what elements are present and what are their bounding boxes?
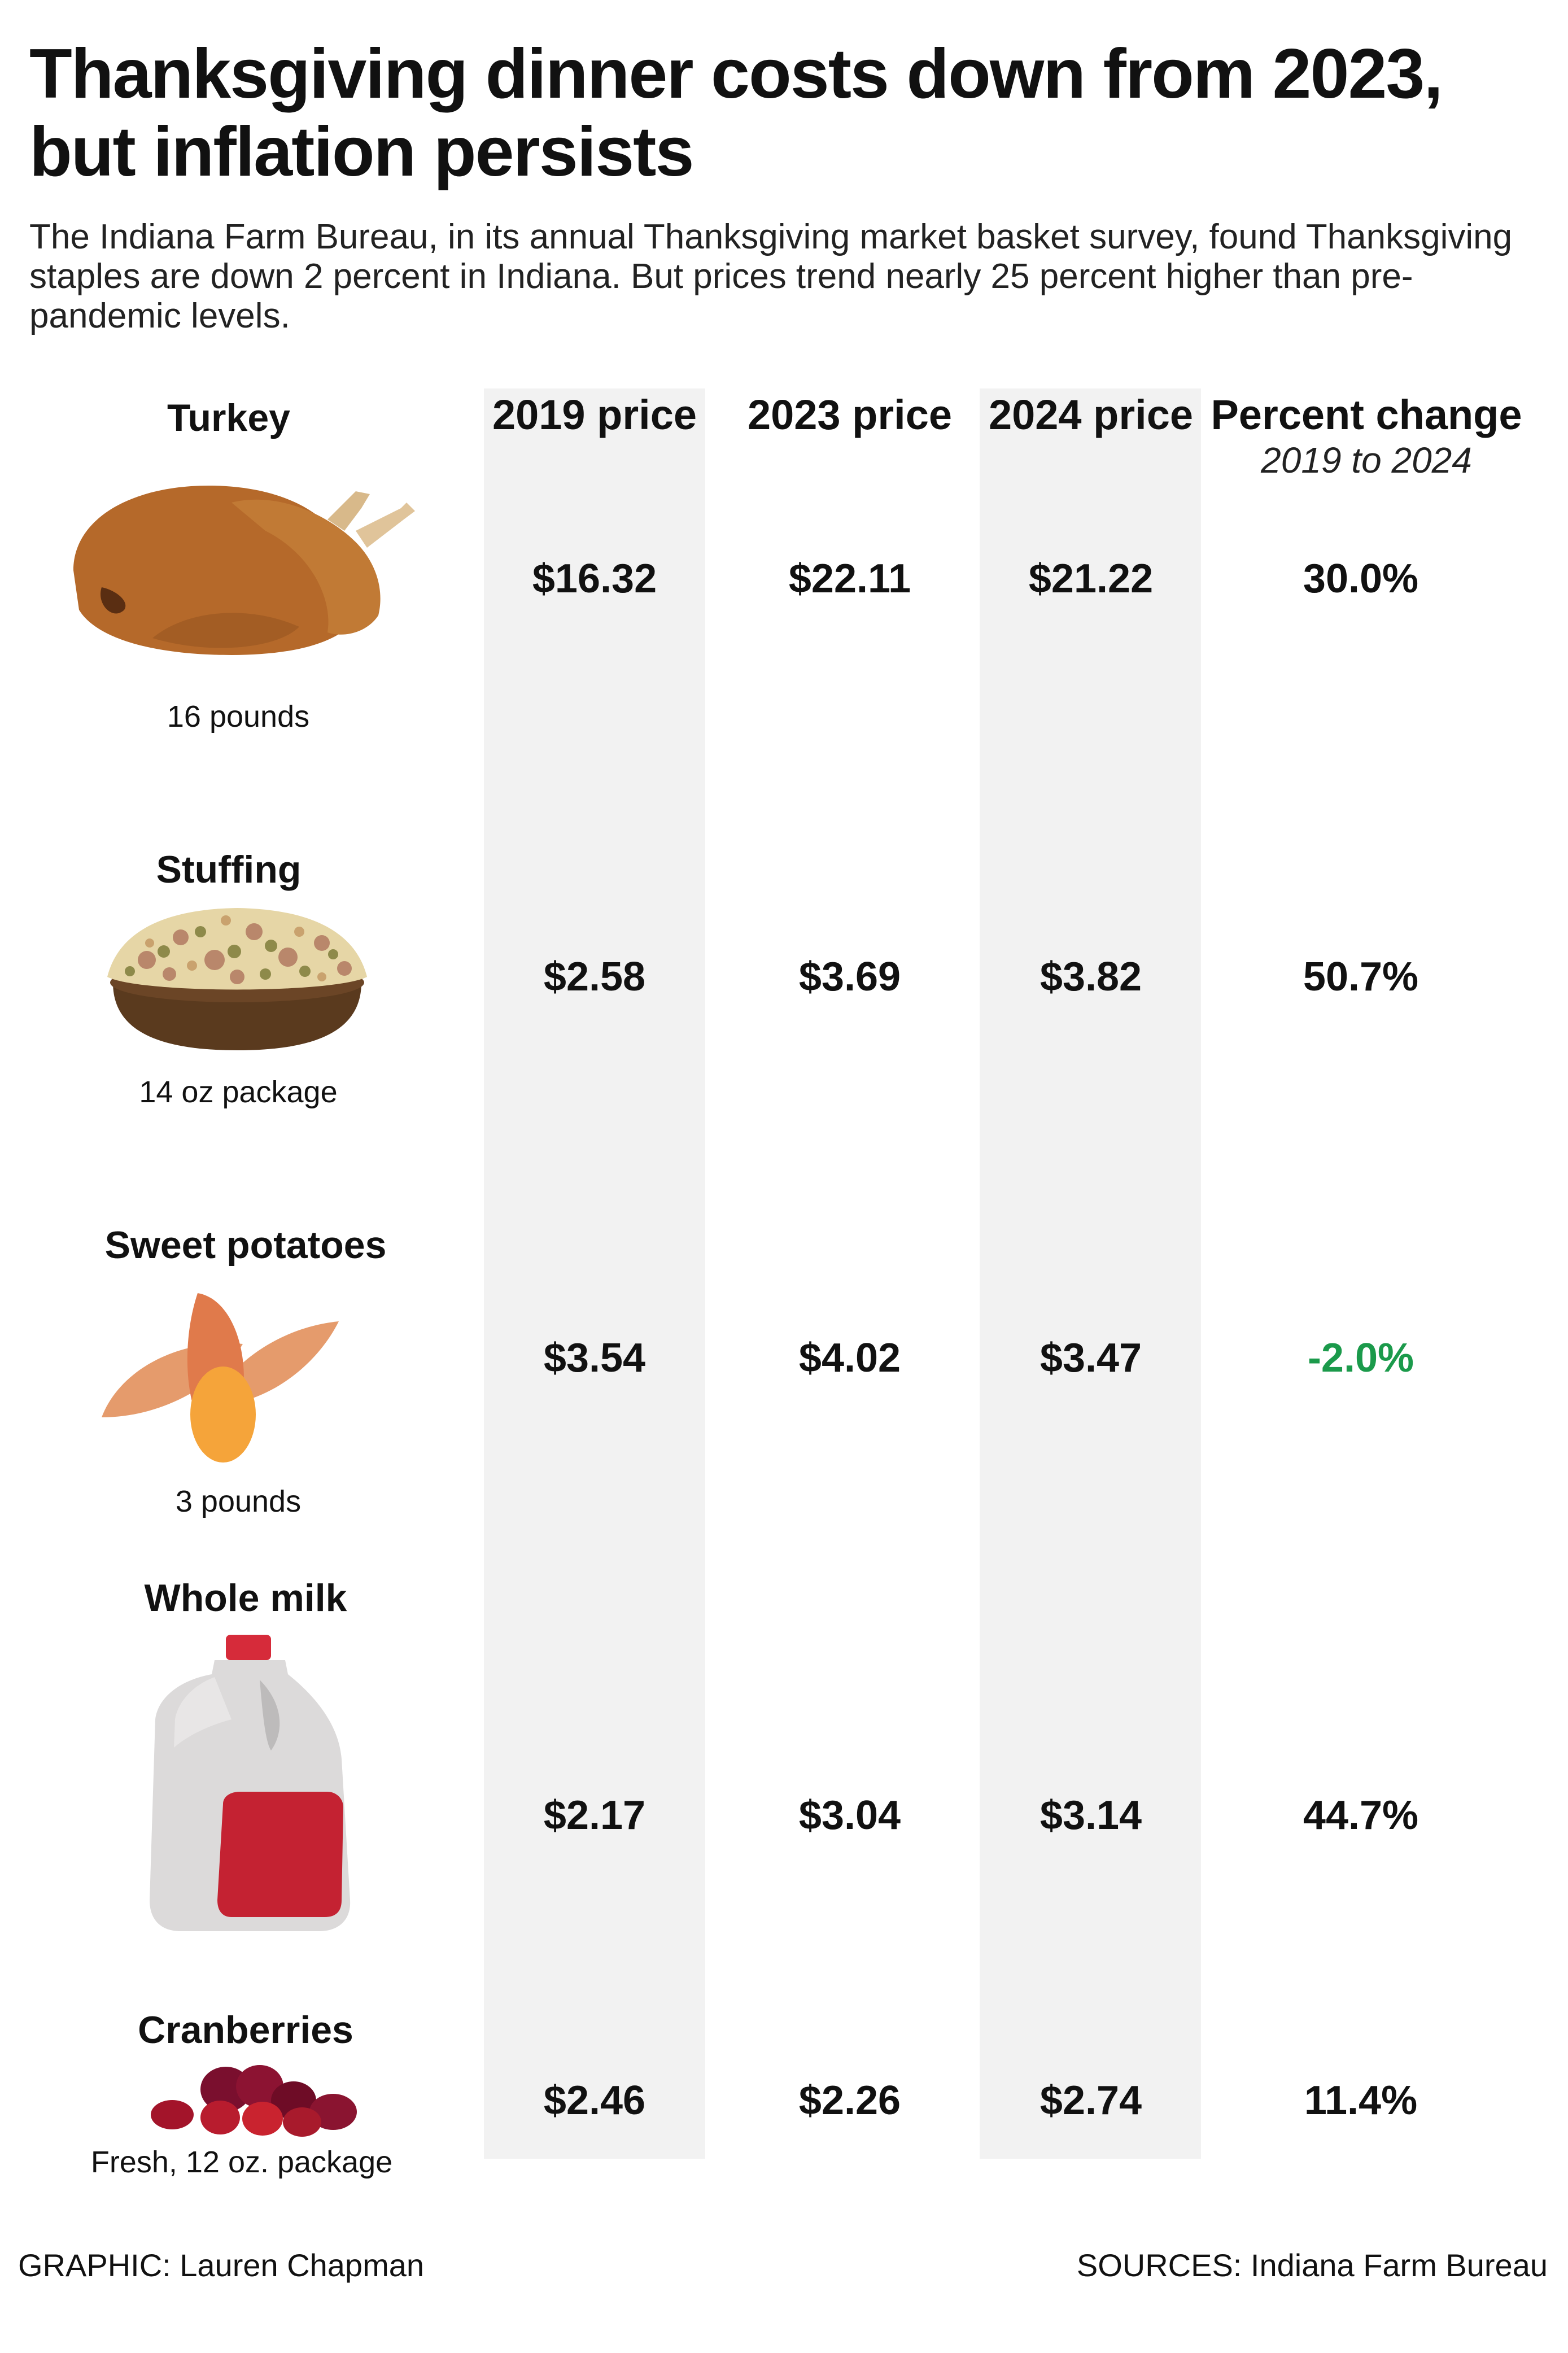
price-2019-cranberries: $2.46 (543, 2078, 646, 2123)
price-2019-turkey: $16.32 (532, 556, 657, 601)
item-unit-cranberries: Fresh, 12 oz. package (90, 2145, 393, 2179)
column-header-2023: 2023 price (747, 391, 953, 438)
percent-change-turkey: 30.0% (1303, 556, 1419, 601)
stuffing-icon (107, 908, 367, 1050)
price-2019-stuffing: $2.58 (543, 954, 646, 999)
percent-change-sweet-potatoes: -2.0% (1307, 1335, 1414, 1381)
price-2023-turkey: $22.11 (788, 556, 911, 601)
page-subtitle: The Indiana Farm Bureau, in its annual T… (29, 217, 1513, 335)
price-2024-stuffing: $3.82 (1039, 954, 1142, 999)
milk-jug-icon (150, 1635, 351, 1931)
item-name-stuffing: Stuffing (156, 848, 302, 891)
sources-credit: SOURCES: Indiana Farm Bureau (1077, 2247, 1548, 2284)
graphic-credit-label: GRAPHIC: (18, 2247, 171, 2283)
price-2023-stuffing: $3.69 (798, 954, 901, 999)
column-header-percent-change: Percent change (1211, 391, 1522, 438)
price-2024-sweet-potatoes: $3.47 (1039, 1335, 1142, 1381)
page-title: Thanksgiving dinner costs down from 2023… (29, 35, 1443, 191)
price-2019-whole-milk: $2.17 (543, 1793, 646, 1838)
price-2023-cranberries: $2.26 (798, 2078, 901, 2123)
price-2023-whole-milk: $3.04 (798, 1793, 901, 1838)
price-2023-sweet-potatoes: $4.02 (798, 1335, 901, 1381)
item-name-whole-milk: Whole milk (144, 1577, 347, 1619)
cranberries-icon (151, 2065, 357, 2137)
sources-credit-label: SOURCES: (1076, 2247, 1242, 2283)
item-name-sweet-potatoes: Sweet potatoes (104, 1224, 387, 1267)
percent-change-whole-milk: 44.7% (1303, 1793, 1419, 1838)
item-unit-sweet-potatoes: 3 pounds (175, 1485, 302, 1518)
column-header-2024: 2024 price (988, 391, 1194, 438)
sweet-potato-icon (102, 1293, 339, 1463)
percent-change-cranberries: 11.4% (1304, 2078, 1418, 2123)
column-shade-2019 (484, 388, 705, 2159)
percent-change-stuffing: 50.7% (1303, 954, 1419, 999)
item-name-turkey: Turkey (167, 396, 290, 439)
column-shade-2024 (980, 388, 1201, 2159)
item-name-cranberries: Cranberries (138, 2009, 353, 2051)
sources-credit-name: Indiana Farm Bureau (1250, 2247, 1548, 2283)
item-unit-stuffing: 14 oz package (139, 1075, 338, 1109)
column-header-2019: 2019 price (492, 391, 697, 438)
item-unit-turkey: 16 pounds (167, 700, 310, 734)
column-subheader-percent-change: 2019 to 2024 (1261, 440, 1472, 481)
price-2024-whole-milk: $3.14 (1039, 1793, 1142, 1838)
price-2024-cranberries: $2.74 (1039, 2078, 1142, 2123)
graphic-credit-name: Lauren Chapman (180, 2247, 425, 2283)
price-2024-turkey: $21.22 (1028, 556, 1154, 601)
turkey-icon (73, 486, 415, 655)
graphic-credit: GRAPHIC: Lauren Chapman (18, 2247, 424, 2284)
price-2019-sweet-potatoes: $3.54 (543, 1335, 646, 1381)
